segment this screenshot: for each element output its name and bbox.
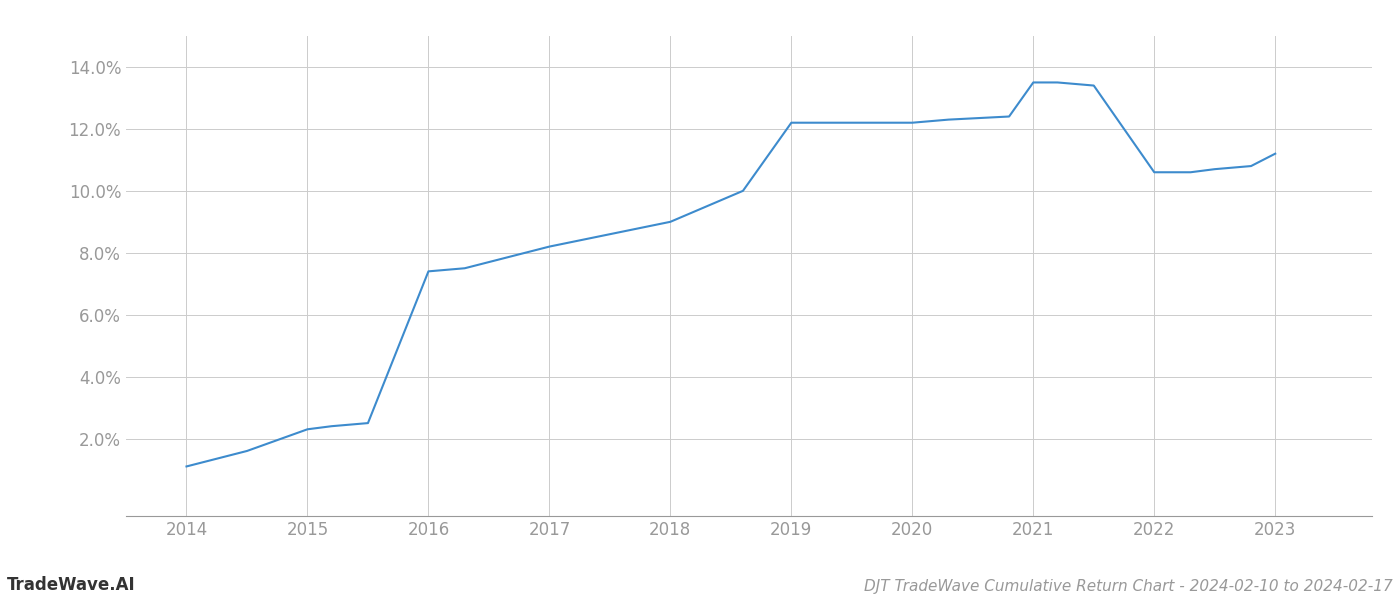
Text: DJT TradeWave Cumulative Return Chart - 2024-02-10 to 2024-02-17: DJT TradeWave Cumulative Return Chart - … — [864, 579, 1393, 594]
Text: TradeWave.AI: TradeWave.AI — [7, 576, 136, 594]
